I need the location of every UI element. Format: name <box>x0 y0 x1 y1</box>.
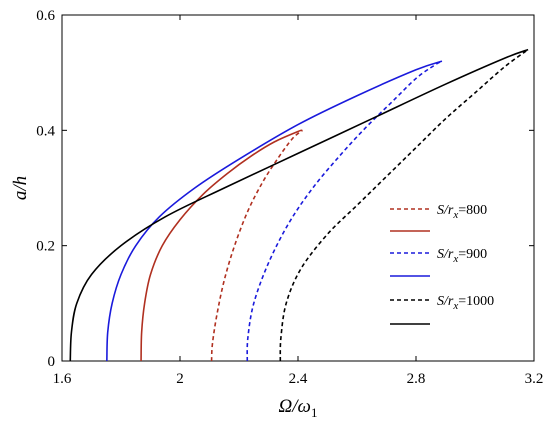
series-line-0 <box>210 129 303 362</box>
series-line-5 <box>69 48 529 362</box>
legend-label-2: S/rx=900 <box>437 247 487 265</box>
y-tick-label: 0.2 <box>36 239 55 255</box>
plot-frame <box>61 14 535 362</box>
x-axis-label-sub: 1 <box>311 405 318 420</box>
x-tick-label: 2.8 <box>407 371 426 387</box>
y-tick-label: 0.6 <box>36 8 55 24</box>
x-tick-label: 2 <box>176 371 184 387</box>
x-axis-label: Ω/ω1 <box>279 396 318 420</box>
series-line-4 <box>279 48 529 362</box>
curves-group <box>69 48 529 362</box>
legend: S/rx=800 S/rx=900 S/rx=1000 <box>390 203 494 325</box>
ticks-group: 1.6 2 2.4 2.8 3.2 0 0.2 0.4 0.6 <box>36 8 543 387</box>
legend-label-0: S/rx=800 <box>437 203 487 221</box>
series-line-1 <box>140 129 303 362</box>
x-tick-label: 1.6 <box>53 371 72 387</box>
series-line-2 <box>246 60 443 362</box>
x-axis-label-main: Ω/ω <box>279 396 311 417</box>
y-axis-label: a/h <box>10 176 31 200</box>
x-tick-label: 2.4 <box>289 371 308 387</box>
y-tick-label: 0.4 <box>36 123 55 139</box>
series-line-3 <box>106 60 443 362</box>
legend-label-4: S/rx=1000 <box>437 294 494 312</box>
x-tick-label: 3.2 <box>525 371 544 387</box>
y-tick-label: 0 <box>48 354 56 370</box>
